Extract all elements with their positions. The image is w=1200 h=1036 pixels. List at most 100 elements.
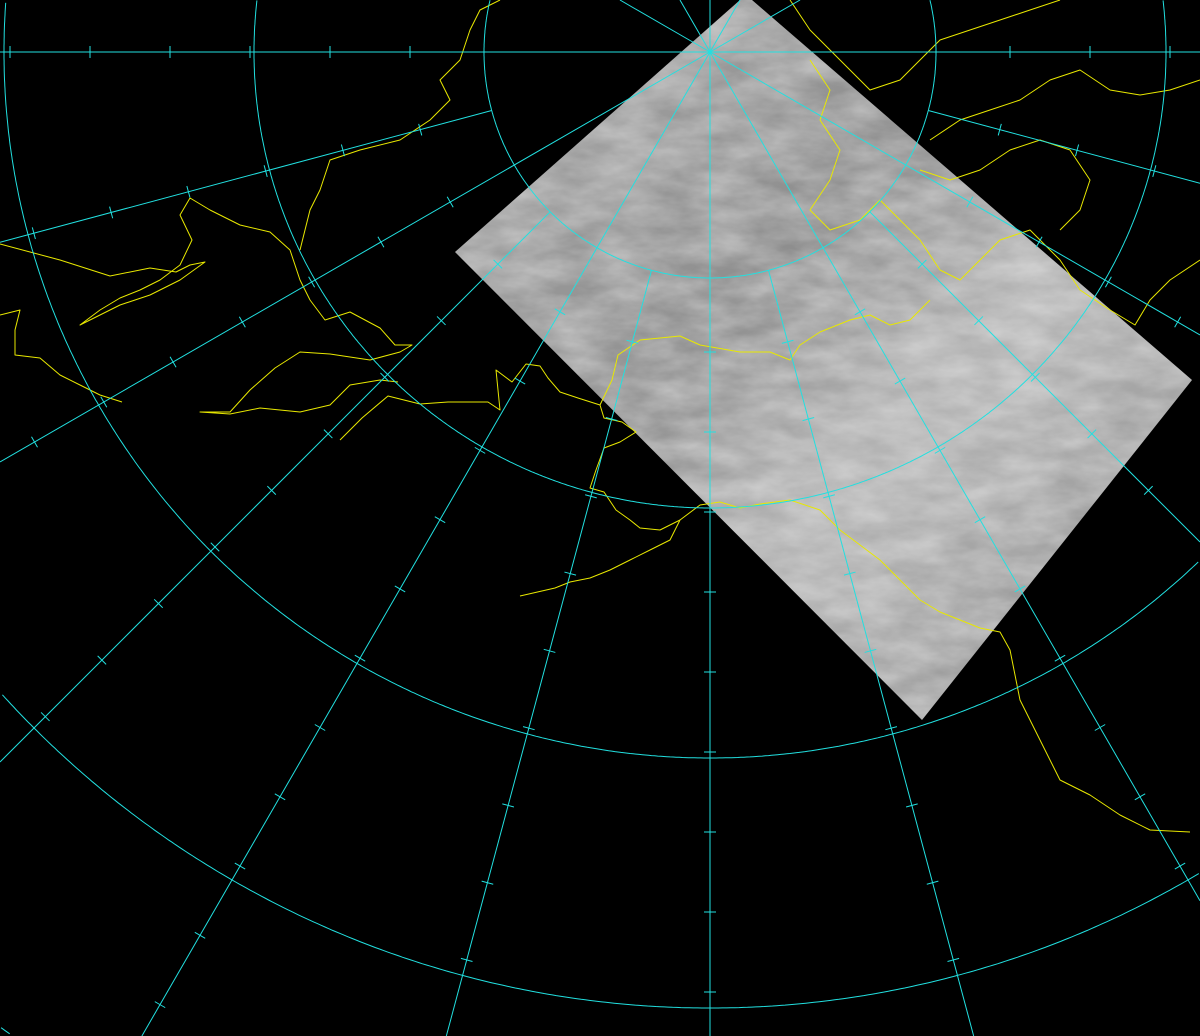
- meridian-tick: [947, 957, 960, 963]
- satellite-imagery-swath: [455, 0, 1192, 720]
- meridian-tick: [323, 429, 333, 439]
- meridian-line: [768, 270, 975, 1036]
- coastline-alaska: [339, 363, 1191, 833]
- meridian-tick: [522, 726, 535, 731]
- meridian-tick: [1094, 724, 1106, 731]
- meridian-tick: [266, 485, 277, 496]
- meridian-tick: [210, 542, 220, 552]
- meridian-tick: [340, 144, 345, 157]
- meridian-tick: [97, 655, 107, 665]
- meridian-tick: [905, 803, 918, 808]
- meridian-tick: [194, 931, 206, 939]
- meridian-tick: [1087, 429, 1097, 439]
- meridian-tick: [974, 516, 986, 524]
- meridian-tick: [436, 316, 446, 326]
- meridian-tick: [502, 803, 515, 808]
- coastline-siberia: [0, 197, 413, 415]
- meridian-tick: [974, 316, 984, 326]
- coastline-alaska-north: [599, 299, 931, 406]
- meridian-tick: [109, 206, 114, 219]
- meridian-tick: [1035, 236, 1043, 248]
- meridian-tick: [308, 276, 316, 288]
- coastline-greenland: [789, 0, 1061, 91]
- meridian-tick: [460, 957, 473, 963]
- meridian-tick: [100, 396, 108, 408]
- meridian-tick: [1014, 585, 1026, 593]
- meridian-line: [141, 51, 711, 1036]
- meridian-tick: [514, 377, 526, 385]
- meridian-tick: [854, 308, 866, 316]
- meridian-tick: [823, 494, 835, 499]
- meridian-line: [928, 110, 1200, 184]
- meridian-tick: [1174, 316, 1182, 328]
- meridian-tick: [966, 196, 974, 208]
- meridian-tick: [1075, 144, 1080, 157]
- latitude-circle: [0, 1027, 10, 1035]
- coastline-arctic-islands: [929, 69, 1200, 141]
- meridian-line: [445, 270, 652, 1036]
- meridian-tick: [31, 227, 36, 240]
- meridian-tick: [474, 446, 486, 454]
- meridian-tick: [446, 196, 454, 208]
- meridian-tick: [585, 494, 597, 499]
- meridian-tick: [186, 185, 191, 198]
- latitude-circle: [3, 2, 1199, 759]
- meridian-tick: [481, 880, 494, 885]
- coastline-kamchatka: [0, 309, 123, 403]
- meridian-tick: [169, 356, 177, 368]
- meridian-line: [0, 211, 551, 763]
- meridian-tick: [1030, 372, 1040, 382]
- meridian-tick: [554, 308, 566, 316]
- meridian-tick: [377, 236, 385, 248]
- meridian-tick: [564, 571, 577, 576]
- meridian-tick: [894, 377, 906, 385]
- meridian-tick: [1152, 165, 1157, 177]
- meridian-line: [869, 211, 1200, 543]
- meridian-tick: [354, 654, 366, 662]
- meridian-tick: [843, 571, 856, 576]
- meridian-tick: [885, 726, 898, 731]
- meridian-line: [679, 0, 711, 53]
- meridian-tick: [1054, 654, 1066, 662]
- latitude-circle: [253, 0, 1167, 509]
- meridian-tick: [781, 339, 794, 344]
- meridian-tick: [802, 417, 815, 422]
- meridian-tick: [314, 724, 326, 731]
- meridian-line: [709, 0, 801, 53]
- meridian-tick: [274, 793, 286, 801]
- meridian-line: [709, 0, 741, 53]
- meridian-tick: [434, 516, 446, 524]
- meridian-tick: [934, 446, 946, 454]
- meridian-tick: [154, 1001, 166, 1009]
- coastline-east-siberia: [299, 0, 501, 251]
- meridian-line: [709, 51, 1200, 336]
- latitude-circle: [2, 694, 1200, 1009]
- meridian-tick: [493, 259, 503, 269]
- meridian-tick: [238, 316, 246, 328]
- meridian-tick: [31, 436, 38, 448]
- meridian-tick: [926, 880, 939, 885]
- meridian-line: [619, 0, 711, 53]
- meridian-tick: [40, 712, 50, 722]
- meridian-tick: [153, 598, 164, 609]
- meridian-tick: [997, 123, 1002, 136]
- meridian-tick: [864, 648, 877, 653]
- coastline-aleutians: [519, 519, 681, 597]
- meridian-line: [709, 51, 1200, 901]
- meridian-tick: [917, 259, 927, 269]
- meridian-tick: [380, 372, 390, 382]
- meridian-line: [0, 110, 492, 243]
- meridian-tick: [1104, 276, 1112, 288]
- coastlines: [0, 0, 1200, 833]
- coastline-canadian-archipelago: [809, 59, 1200, 326]
- meridian-tick: [1174, 862, 1186, 870]
- meridian-tick: [543, 648, 556, 653]
- meridian-tick: [394, 585, 406, 593]
- meridian-tick: [1134, 793, 1146, 801]
- meridian-tick: [234, 862, 246, 870]
- meridian-tick: [1143, 485, 1154, 496]
- meridian-line: [0, 51, 711, 463]
- meridian-tick: [418, 123, 423, 136]
